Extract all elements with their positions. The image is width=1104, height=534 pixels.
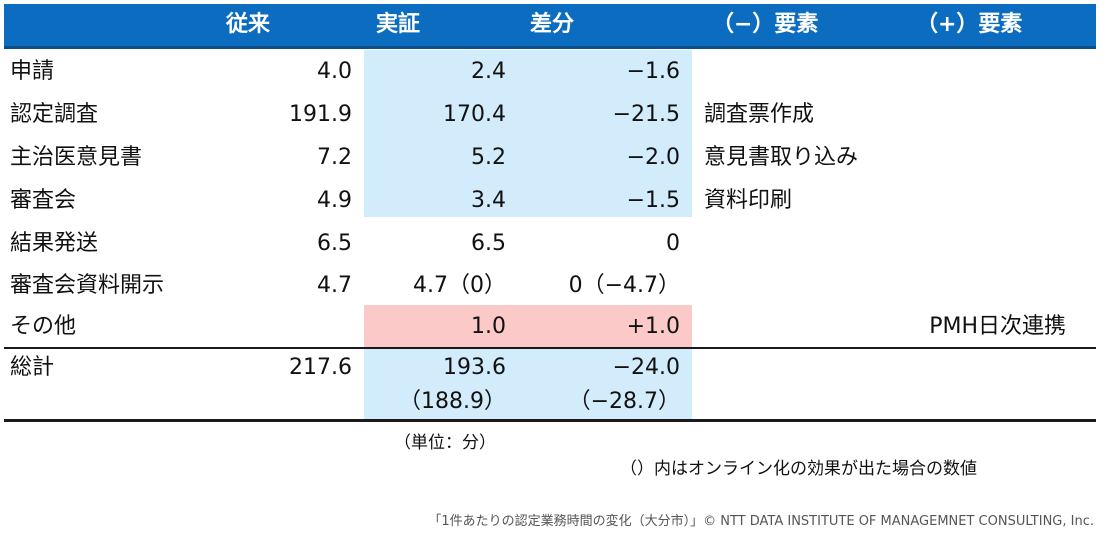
- cell-actual: 5.2: [471, 145, 506, 170]
- cell-minus-factor: 資料印刷: [704, 188, 793, 213]
- header-minus-factors: （−）要素: [712, 12, 819, 37]
- cell-old: 4.0: [317, 59, 352, 84]
- cell-plus-factor: PMH日次連携: [929, 314, 1066, 339]
- cell-old: 4.9: [317, 188, 352, 213]
- table-row: 審査会 4.9 3.4 −1.5 資料印刷: [4, 179, 1096, 222]
- highlight-other-row: [364, 305, 692, 348]
- cell-old: 7.2: [317, 145, 352, 170]
- total-row: 総計 217.6 193.6 （188.9） −24.0 （−28.7）: [4, 349, 1096, 421]
- cell-diff: +1.0: [626, 314, 680, 339]
- highlight-reduced-rows: [364, 50, 692, 217]
- cell-old: 4.7: [317, 273, 352, 298]
- total-old: 217.6: [289, 355, 352, 380]
- cell-diff: −1.5: [626, 188, 680, 213]
- row-label: 認定調査: [10, 102, 99, 127]
- header-old: 従来: [226, 12, 271, 37]
- row-label: 審査会資料開示: [10, 273, 165, 298]
- cell-diff: 0: [666, 231, 680, 256]
- total-actual-online: （188.9）: [399, 389, 506, 414]
- cell-diff: −21.5: [612, 102, 680, 127]
- row-label: 主治医意見書: [10, 145, 143, 170]
- table-row: 認定調査 191.9 170.4 −21.5 調査票作成: [4, 93, 1096, 136]
- cell-actual: 4.7（0）: [413, 273, 506, 298]
- table-bottom-rule: [4, 419, 1096, 422]
- cell-minus-factor: 意見書取り込み: [704, 145, 859, 170]
- unit-note: （単位：分）: [394, 433, 496, 453]
- total-label: 総計: [10, 355, 55, 380]
- table-row: 審査会資料開示 4.7 4.7（0） 0（−4.7）: [4, 264, 1096, 307]
- table-row: 申請 4.0 2.4 −1.6: [4, 50, 1096, 93]
- table-header: 従来 実証 差分 （−）要素 （+）要素: [4, 4, 1096, 49]
- cell-diff: −2.0: [626, 145, 680, 170]
- cell-actual: 3.4: [471, 188, 506, 213]
- row-label: その他: [10, 314, 77, 339]
- table-row: その他 1.0 +1.0 PMH日次連携: [4, 305, 1096, 348]
- cell-old: 191.9: [289, 102, 352, 127]
- total-divider: [4, 347, 1096, 349]
- source-credit: 「1件あたりの認定業務時間の変化（大分市）」© NTT DATA INSTITU…: [428, 514, 1094, 529]
- highlight-total-row: [364, 348, 692, 420]
- cell-actual: 170.4: [443, 102, 506, 127]
- cell-actual: 2.4: [471, 59, 506, 84]
- table-row: 主治医意見書 7.2 5.2 −2.0 意見書取り込み: [4, 136, 1096, 179]
- header-actual: 実証: [376, 12, 421, 37]
- total-diff-online: （−28.7）: [568, 389, 680, 414]
- total-actual: 193.6: [443, 355, 506, 380]
- table-row: 結果発送 6.5 6.5 0: [4, 222, 1096, 265]
- cell-diff: 0（−4.7）: [568, 273, 680, 298]
- row-label: 審査会: [10, 188, 77, 213]
- cell-diff: −1.6: [626, 59, 680, 84]
- header-plus-factors: （+）要素: [916, 12, 1023, 37]
- row-label: 申請: [10, 59, 55, 84]
- row-label: 結果発送: [10, 231, 99, 256]
- cell-minus-factor: 調査票作成: [704, 102, 815, 127]
- total-diff: −24.0: [612, 355, 680, 380]
- online-note: （）内はオンライン化の効果が出た場合の数値: [620, 459, 977, 479]
- header-diff: 差分: [530, 12, 575, 37]
- cell-actual: 1.0: [471, 314, 506, 339]
- cell-actual: 6.5: [471, 231, 506, 256]
- cell-old: 6.5: [317, 231, 352, 256]
